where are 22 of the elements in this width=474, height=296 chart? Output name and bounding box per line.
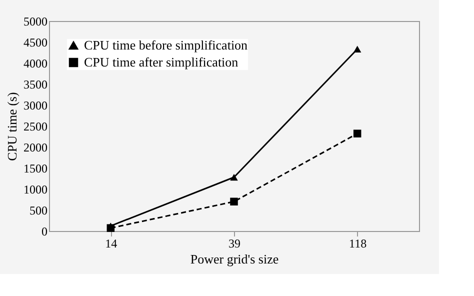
y-tick-label: 500: [30, 204, 48, 218]
point: [353, 130, 362, 138]
y-tick-label: 2500: [24, 120, 48, 134]
legend-label: CPU time after simplification: [84, 54, 239, 70]
point: [230, 174, 238, 181]
y-tick-label: 1000: [24, 182, 48, 196]
point: [230, 198, 238, 206]
y-tick-label: 4500: [24, 36, 48, 50]
y-tick-label: 3000: [24, 98, 48, 112]
y-tick-label: 3500: [24, 78, 48, 92]
point: [353, 46, 362, 52]
x-axis-title: Power grid's size: [190, 252, 279, 266]
y-tick-label: 0: [42, 224, 48, 238]
legend-label: CPU time before simplification: [84, 38, 248, 52]
x-tick-label: 14: [105, 236, 118, 250]
y-tick-label: 5000: [24, 14, 48, 28]
y-axis-title: CPU time (s): [4, 92, 20, 161]
y-tick-label: 1500: [24, 162, 48, 176]
y-tick-label: 4000: [24, 56, 48, 70]
x-tick-label: 39: [228, 236, 240, 250]
y-tick-label: 2000: [24, 140, 48, 154]
x-tick-label: 118: [349, 236, 367, 250]
